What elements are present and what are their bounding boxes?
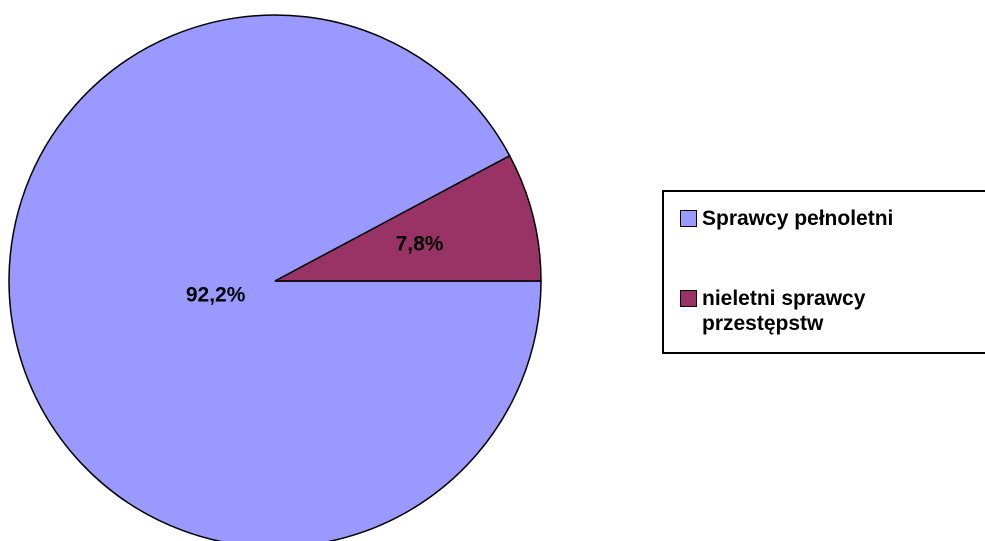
legend: Sprawcy pełnoletni nieletni sprawcy przes… bbox=[662, 190, 985, 354]
legend-entry: nieletni sprawcy przestępstw bbox=[680, 286, 952, 336]
pie-slice bbox=[8, 14, 542, 541]
data-label: 7,8% bbox=[396, 232, 444, 255]
legend-label: nieletni sprawcy przestępstw bbox=[702, 287, 866, 335]
pie-slice bbox=[274, 154, 542, 282]
legend-entry: Sprawcy pełnoletni bbox=[680, 206, 893, 231]
legend-label: Sprawcy pełnoletni bbox=[702, 207, 894, 230]
data-label: 92,2% bbox=[186, 283, 246, 306]
legend-swatch bbox=[680, 210, 697, 227]
legend-swatch bbox=[680, 290, 697, 307]
